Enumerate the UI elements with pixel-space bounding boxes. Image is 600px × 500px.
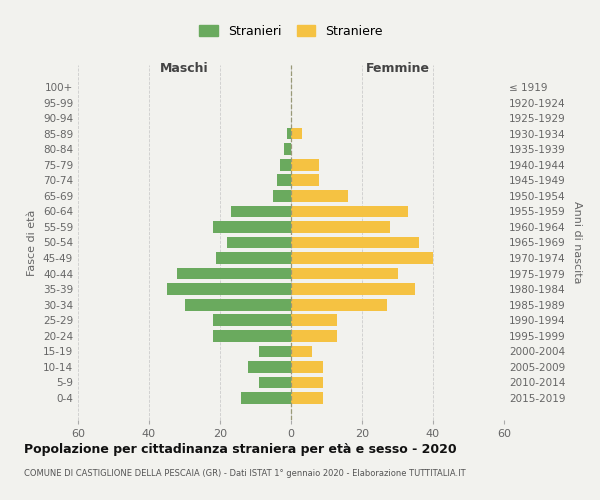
Text: COMUNE DI CASTIGLIONE DELLA PESCAIA (GR) - Dati ISTAT 1° gennaio 2020 - Elaboraz: COMUNE DI CASTIGLIONE DELLA PESCAIA (GR)… — [24, 469, 466, 478]
Bar — [213, 330, 291, 342]
Bar — [248, 361, 291, 373]
Y-axis label: Anni di nascita: Anni di nascita — [572, 201, 582, 284]
Text: Femmine: Femmine — [365, 62, 430, 74]
Bar — [291, 206, 408, 217]
Bar — [291, 361, 323, 373]
Legend: Stranieri, Straniere: Stranieri, Straniere — [194, 20, 388, 43]
Bar — [291, 346, 313, 357]
Bar — [287, 128, 291, 140]
Text: Popolazione per cittadinanza straniera per età e sesso - 2020: Popolazione per cittadinanza straniera p… — [24, 442, 457, 456]
Bar — [291, 392, 323, 404]
Bar — [213, 314, 291, 326]
Bar — [280, 159, 291, 170]
Bar — [284, 144, 291, 155]
Bar — [291, 221, 391, 233]
Bar — [259, 346, 291, 357]
Bar — [291, 174, 319, 186]
Bar — [217, 252, 291, 264]
Bar — [291, 128, 302, 140]
Bar — [185, 299, 291, 310]
Bar — [291, 268, 398, 280]
Bar — [230, 206, 291, 217]
Bar — [291, 330, 337, 342]
Bar — [227, 236, 291, 248]
Bar — [291, 314, 337, 326]
Text: Maschi: Maschi — [160, 62, 209, 74]
Bar — [291, 284, 415, 295]
Y-axis label: Fasce di età: Fasce di età — [28, 210, 37, 276]
Bar — [291, 252, 433, 264]
Bar — [241, 392, 291, 404]
Bar — [259, 376, 291, 388]
Bar — [213, 221, 291, 233]
Bar — [167, 284, 291, 295]
Bar — [291, 376, 323, 388]
Bar — [277, 174, 291, 186]
Bar — [291, 299, 387, 310]
Bar — [291, 159, 319, 170]
Bar — [273, 190, 291, 202]
Bar — [291, 190, 348, 202]
Bar — [291, 236, 419, 248]
Bar — [178, 268, 291, 280]
